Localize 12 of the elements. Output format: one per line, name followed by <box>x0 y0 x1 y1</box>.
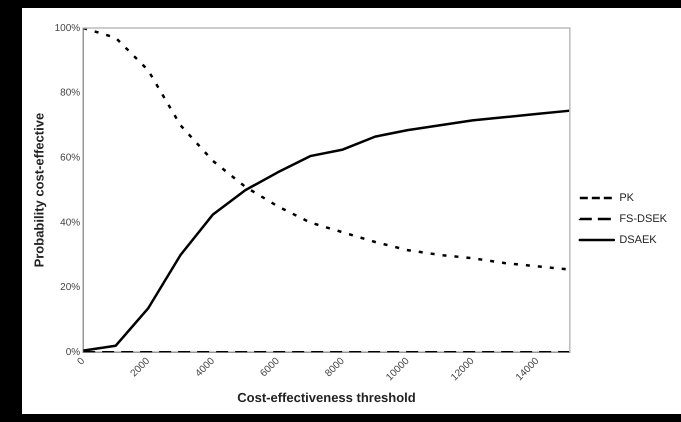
y-tick-label: 0% <box>66 347 80 358</box>
y-axis-title: Probability cost-effective <box>31 112 46 268</box>
y-tick-label: 80% <box>60 88 80 99</box>
y-tick-label: 40% <box>60 217 80 228</box>
y-tick-label: 20% <box>60 282 80 294</box>
x-tick-label: 0 <box>76 355 88 368</box>
legend-label: PK <box>619 192 635 204</box>
legend-label: FS-DSEK <box>619 213 668 226</box>
y-tick-label: 60% <box>60 152 80 164</box>
legend-label: DSAEK <box>619 234 658 246</box>
y-tick-label: 100% <box>54 22 80 34</box>
x-axis-title: Cost-effectiveness threshold <box>237 390 416 405</box>
